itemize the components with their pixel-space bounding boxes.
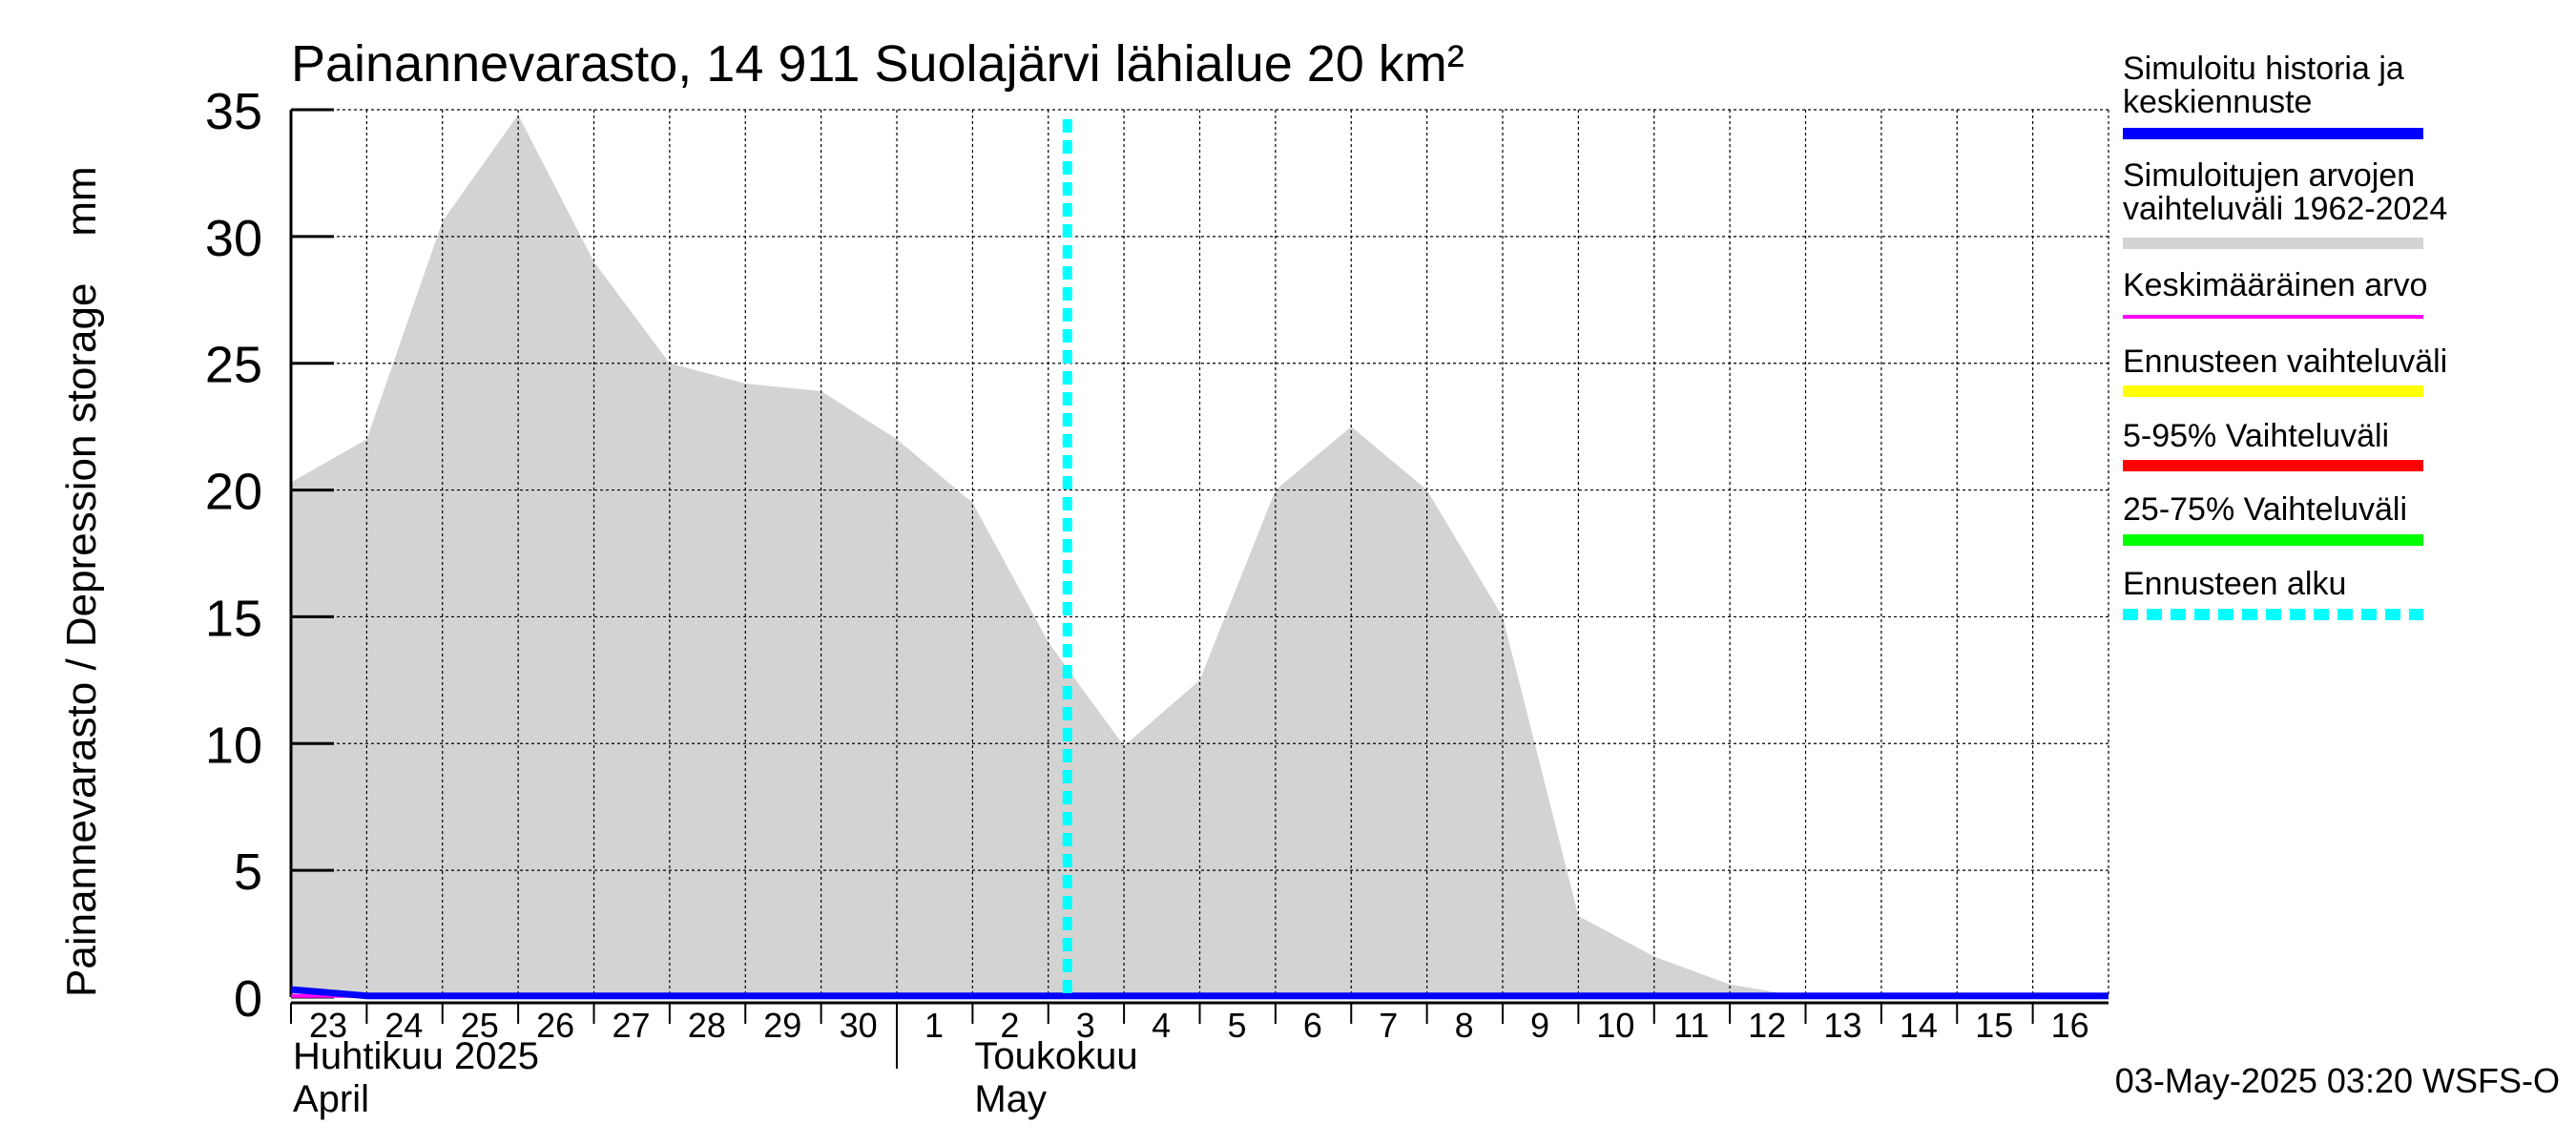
x-tick-label: 2: [1000, 1006, 1019, 1045]
x-tick-label: 27: [612, 1006, 650, 1045]
legend-label: Ennusteen vaihteluväli: [2123, 344, 2447, 380]
y-tick-label: 30: [205, 210, 262, 267]
legend-label: keskiennuste: [2123, 84, 2312, 120]
x-tick-label: 16: [2051, 1006, 2089, 1045]
legend-label: Simuloitu historia ja: [2123, 51, 2404, 87]
legend-label: Simuloitujen arvojen: [2123, 157, 2415, 194]
x-tick-label: 8: [1455, 1006, 1474, 1045]
x-tick-label: 15: [1975, 1006, 2013, 1045]
x-tick-label: 26: [536, 1006, 574, 1045]
legend-item: Ennusteen alku: [2123, 566, 2423, 620]
x-tick-label: 23: [309, 1006, 347, 1045]
x-tick-label: 30: [840, 1006, 878, 1045]
month-label-en: April: [293, 1078, 369, 1120]
y-tick-label: 20: [205, 464, 262, 521]
y-tick-label: 0: [234, 970, 262, 1028]
y-tick-label: 35: [205, 83, 262, 140]
month-label-en: May: [974, 1078, 1047, 1120]
x-tick-label: 11: [1673, 1006, 1709, 1045]
y-tick-label: 25: [205, 337, 262, 394]
footer-timestamp: 03-May-2025 03:20 WSFS-O: [2115, 1061, 2560, 1100]
legend-label: Ennusteen alku: [2123, 566, 2346, 602]
y-axis-label: Painannevarasto / Depression storage mm: [58, 166, 105, 997]
x-tick-label: 12: [1748, 1006, 1786, 1045]
x-tick-label: 10: [1596, 1006, 1634, 1045]
x-tick-label: 14: [1900, 1006, 1938, 1045]
x-tick-label: 3: [1076, 1006, 1095, 1045]
chart-title: Painannevarasto, 14 911 Suolajärvi lähia…: [291, 35, 1465, 93]
y-tick-label: 10: [205, 717, 262, 774]
legend-label: 5-95% Vaihteluväli: [2123, 418, 2389, 454]
legend-label: Keskimääräinen arvo: [2123, 267, 2427, 303]
legend-label: vaihteluväli 1962-2024: [2123, 191, 2447, 227]
legend-label: 25-75% Vaihteluväli: [2123, 491, 2407, 528]
x-tick-label: 4: [1152, 1006, 1171, 1045]
x-tick-label: 29: [763, 1006, 801, 1045]
y-tick-label: 15: [205, 590, 262, 647]
legend: Simuloitu historia jakeskiennusteSimuloi…: [2123, 51, 2447, 620]
y-tick-label: 5: [234, 843, 262, 901]
legend-item: Keskimääräinen arvo: [2123, 267, 2427, 319]
month-label-fi: Huhtikuu 2025: [293, 1035, 539, 1077]
x-tick-label: 25: [461, 1006, 499, 1045]
x-tick-label: 7: [1379, 1006, 1398, 1045]
x-tick-label: 24: [384, 1006, 423, 1045]
x-tick-label: 28: [688, 1006, 726, 1045]
legend-item: 25-75% Vaihteluväli: [2123, 491, 2423, 546]
x-tick-label: 5: [1227, 1006, 1246, 1045]
x-tick-label: 6: [1303, 1006, 1322, 1045]
simulated-history-line: [290, 986, 2109, 1000]
month-label-fi: Toukokuu: [974, 1035, 1137, 1077]
x-tick-label: 9: [1530, 1006, 1549, 1045]
legend-item: 5-95% Vaihteluväli: [2123, 418, 2423, 471]
x-tick-label: 13: [1823, 1006, 1861, 1045]
x-tick-label: 1: [924, 1006, 944, 1045]
legend-item: Ennusteen vaihteluväli: [2123, 344, 2447, 397]
